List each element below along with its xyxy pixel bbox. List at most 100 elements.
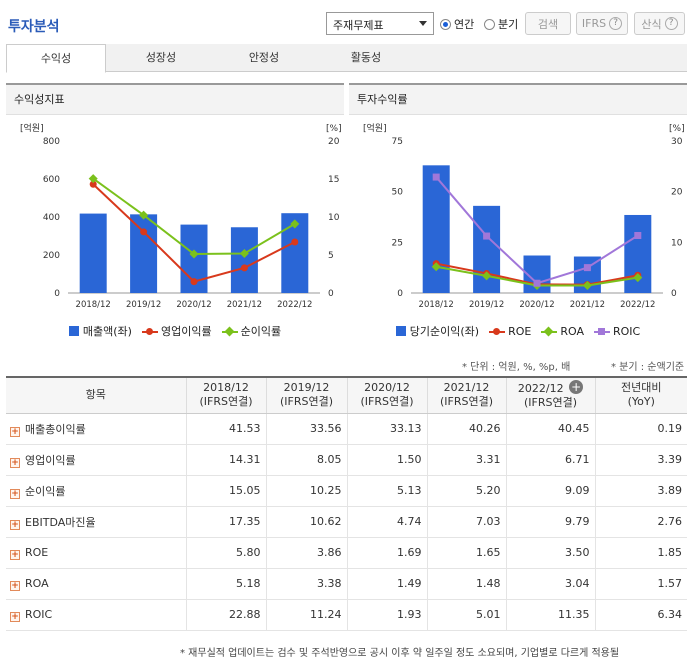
legend-label: ROE [508,324,532,338]
row-label: ROE [25,545,49,559]
legend-label: 영업이익률 [160,325,212,338]
y-right-tick-label: 20 [671,188,683,198]
series-point [634,231,642,239]
tab-activity[interactable]: 활동성 [350,51,382,64]
unit-note: * 단위 : 억원, %, %p, 배 [462,362,571,373]
investment-return-chart-panel: 투자수익률 [억원] [%] 75 50 25 0 30 20 10 0 2018/12 2019/1… [349,83,687,343]
series-point [533,279,541,287]
value-cell: 5.80 [185,537,266,569]
value-cell: 4.74 [346,506,427,538]
x-tick-label: 2019/12 [126,300,161,310]
bar [79,213,107,293]
row-label-cell[interactable]: + ROE [6,537,186,569]
x-tick-label: 2021/12 [570,300,605,310]
x-tick-label: 2018/12 [419,300,454,310]
radio-quarter[interactable]: 분기 [484,16,518,32]
expand-icon[interactable]: + [10,457,20,468]
radio-annual-label: 연간 [454,18,475,31]
value-cell: 33.56 [265,413,347,445]
value-cell: 6.71 [505,444,595,476]
legend-label: 당기순이익(좌) [409,325,480,338]
series-point [240,264,248,272]
table-row: + 영업이익률 14.31 8.05 1.50 3.31 6.71 3.39 [6,444,687,476]
y-left-tick-label: 75 [392,137,403,147]
x-tick-label: 2022/12 [277,300,312,310]
value-cell: 3.31 [426,444,506,476]
tab-growth[interactable]: 성장성 [145,51,177,64]
expand-icon[interactable]: + [10,488,20,499]
add-period-icon[interactable]: + [569,380,584,395]
col-header-period: 2020/12 (IFRS연결) [346,377,427,414]
value-cell: 5.18 [185,568,266,600]
yoy-sub: (YoY) [627,395,655,409]
row-label-cell[interactable]: + ROA [6,568,186,600]
statement-select[interactable]: 주재무제표 [326,12,434,35]
value-cell: 9.79 [505,506,595,538]
table-row: + EBITDA마진율 17.35 10.62 4.74 7.03 9.79 2.76 [6,506,687,538]
series-point [583,264,591,272]
legend-line-swatch [141,326,158,336]
chart-legend: 당기순이익(좌) ROE ROA ROIC [349,323,687,339]
yoy-cell: 3.89 [594,475,687,507]
legend-item-roa[interactable]: ROA [541,323,584,339]
row-label: 순이익률 [25,484,66,498]
value-cell: 3.50 [505,537,595,569]
formula-help-button[interactable]: 산식 ? [634,12,685,35]
table-row: + 매출총이익률 41.53 33.56 33.13 40.26 40.45 0.19 [6,413,687,445]
legend-item-roic[interactable]: ROIC [593,323,640,339]
legend-bar-swatch [68,326,79,336]
radio-annual[interactable]: 연간 [440,16,474,32]
expand-icon[interactable]: + [10,580,20,591]
expand-icon[interactable]: + [10,519,20,530]
legend-item-net-margin[interactable]: 순이익률 [221,323,281,339]
legend-item-op-margin[interactable]: 영업이익률 [141,323,212,339]
value-cell: 10.25 [265,475,347,507]
col-header-period: 2022/12 + (IFRS연결) [505,377,595,414]
value-cell: 1.69 [346,537,427,569]
series-point [432,173,440,181]
expand-icon[interactable]: + [10,549,20,560]
value-cell: 5.20 [426,475,506,507]
period-year: 2020/12 [364,381,410,395]
value-cell: 5.01 [426,599,506,631]
profitability-table: 항목 2018/12 (IFRS연결) 2019/12 (IFRS연결) 202… [6,376,687,631]
y-right-tick-label: 10 [328,213,340,223]
tab-bar: 수익성 성장성 안정성 활동성 [6,44,687,73]
y-left-tick-label: 400 [43,213,60,223]
legend-line-swatch [541,326,558,336]
row-label-cell[interactable]: + 매출총이익률 [6,413,186,445]
row-label-cell[interactable]: + 영업이익률 [6,444,186,476]
row-label-cell[interactable]: + ROIC [6,599,186,631]
series-point [140,228,148,236]
tab-profitability[interactable]: 수익성 [6,44,106,73]
y-left-tick-label: 200 [43,251,60,261]
value-cell: 1.48 [426,568,506,600]
profitability-chart-panel: 수익성지표 [억원] [%] 800 600 400 200 0 20 15 10 5 0 2018/1… [6,83,344,343]
y-right-tick-label: 15 [328,175,339,185]
x-tick-label: 2022/12 [620,300,655,310]
bar [422,165,450,293]
ifrs-help-button[interactable]: IFRS ? [576,12,628,35]
y-left-tick-label: 0 [397,289,403,299]
tab-stability[interactable]: 안정성 [248,51,280,64]
x-tick-label: 2020/12 [176,300,211,310]
statement-select-value: 주재무제표 [333,19,384,32]
legend-item-net-income[interactable]: 당기순이익(좌) [395,323,480,339]
expand-icon[interactable]: + [10,611,20,622]
radio-unchecked-icon [484,18,495,30]
value-cell: 11.35 [505,599,595,631]
yoy-label: 전년대비 [621,381,662,395]
series-point [139,210,149,220]
question-icon: ? [609,17,623,30]
value-cell: 1.49 [346,568,427,600]
ifrs-button-label: IFRS [581,17,607,30]
expand-icon[interactable]: + [10,426,20,437]
legend-item-roe[interactable]: ROE [489,323,531,339]
period-basis: (IFRS연결) [199,395,253,409]
row-label-cell[interactable]: + 순이익률 [6,475,186,507]
search-button[interactable]: 검색 [525,12,571,35]
row-label: ROA [25,576,49,590]
row-label-cell[interactable]: + EBITDA마진율 [6,506,186,538]
col-header-period: 2018/12 (IFRS연결) [185,377,266,414]
legend-item-sales[interactable]: 매출액(좌) [68,323,132,339]
